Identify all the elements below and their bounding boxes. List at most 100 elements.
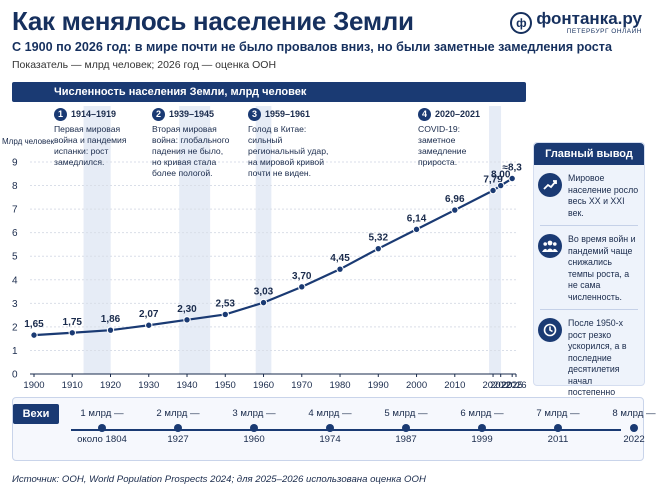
milestone-dot xyxy=(174,424,182,432)
highlight-band xyxy=(179,106,211,374)
data-point xyxy=(489,186,497,195)
x-tick-label: 1980 xyxy=(329,380,350,391)
milestone-year: 1974 xyxy=(319,434,341,445)
side-panel-title: Главный вывод xyxy=(534,143,644,165)
side-item-text: Во время войн и пандемий чаще снижались … xyxy=(568,234,636,302)
x-tick-label: 1960 xyxy=(253,380,274,391)
data-point xyxy=(221,310,229,319)
x-tick-label: 1910 xyxy=(62,380,83,391)
x-tick-label: 2010 xyxy=(444,380,465,391)
y-tick-label: 2 xyxy=(12,322,18,333)
side-item: Во время войн и пандемий чаще снижались … xyxy=(534,226,644,303)
data-label: 2,07 xyxy=(139,309,159,320)
x-tick-label: 2026 xyxy=(505,380,526,391)
y-tick-label: 9 xyxy=(12,158,18,169)
logo-sub: ПЕТЕРБУРГ ОНЛАЙН xyxy=(566,28,642,35)
y-tick-label: 0 xyxy=(12,370,18,381)
people-icon xyxy=(538,234,562,258)
data-label: ≈8,3 xyxy=(502,162,522,173)
y-tick-label: 4 xyxy=(12,275,18,286)
side-item: Мировое население росло весь XX и XXI ве… xyxy=(534,165,644,219)
data-label: 3,03 xyxy=(254,287,274,298)
milestone-dot xyxy=(250,424,258,432)
milestone-year: около 1804 xyxy=(77,434,127,445)
event-4: 4 2020–2021 COVID-19: заметное замедление… xyxy=(418,108,498,168)
milestone-item: 4 млрд — 1974 xyxy=(293,408,367,445)
data-point xyxy=(508,174,516,183)
highlight-band xyxy=(255,106,272,374)
milestones-strip: Вехи 1 млрд — около 1804 2 млрд — 1927 3 млр… xyxy=(12,397,656,461)
logo: ф фонтанка.ру ПЕТЕРБУРГ ОНЛАЙН xyxy=(510,10,642,35)
event-text: Первая мировая война и пандемия испанки:… xyxy=(54,124,127,167)
data-label: 1,86 xyxy=(101,314,121,325)
milestone-value: 6 млрд — xyxy=(460,408,504,419)
milestone-year: 1927 xyxy=(167,434,189,445)
chart-banner: Численность населения Земли, млрд челове… xyxy=(12,82,526,102)
milestone-item: 8 млрд — 2022 xyxy=(597,408,656,445)
clock-icon xyxy=(538,318,562,342)
x-tick-label: 1950 xyxy=(215,380,236,391)
data-point xyxy=(374,244,382,253)
milestone-value: 2 млрд — xyxy=(156,408,200,419)
event-number: 2 xyxy=(152,108,165,121)
x-tick-label: 1930 xyxy=(138,380,159,391)
milestone-year: 2011 xyxy=(547,434,569,445)
page-note: Показатель — млрд человек; 2026 год — оц… xyxy=(12,59,277,71)
milestone-year: 2022 xyxy=(623,434,645,445)
y-tick-label: 1 xyxy=(12,346,18,357)
data-label: 7,79 xyxy=(483,175,503,186)
event-period: 1959–1961 xyxy=(265,109,311,119)
data-label: 1,75 xyxy=(63,317,83,328)
event-period: 2020–2021 xyxy=(435,109,481,119)
milestone-year: 1999 xyxy=(471,434,493,445)
data-point xyxy=(145,321,153,329)
data-label: 3,70 xyxy=(292,271,312,282)
y-tick-label: 8 xyxy=(12,181,18,192)
event-period: 1939–1945 xyxy=(169,109,215,119)
data-label: 4,45 xyxy=(330,253,350,264)
source-note: Источник: ООН, World Population Prospect… xyxy=(12,474,426,485)
page-subtitle: С 1900 по 2026 год: в мире почти не было… xyxy=(12,40,612,54)
milestone-item: 2 млрд — 1927 xyxy=(141,408,215,445)
data-point xyxy=(336,265,344,273)
milestone-dot xyxy=(98,424,106,432)
trend-up-icon xyxy=(538,173,562,197)
event-text: Голод в Китае: сильный региональный удар… xyxy=(248,124,329,178)
data-point xyxy=(30,331,38,339)
y-tick-label: 7 xyxy=(12,205,18,216)
milestone-dot xyxy=(554,424,562,432)
milestones-line xyxy=(71,429,621,431)
data-point xyxy=(259,298,268,307)
divider xyxy=(540,225,638,226)
x-tick-label: 2020 xyxy=(482,380,503,391)
y-axis-label: Млрд человек xyxy=(2,137,55,146)
milestone-year: 1987 xyxy=(395,434,417,445)
event-2: 2 1939–1945 Вторая мировая война: глобаль… xyxy=(152,108,232,179)
event-text: Вторая мировая война: глобального падени… xyxy=(152,124,230,178)
data-point xyxy=(451,206,459,214)
side-item-text: Мировое население росло весь XX и XXI ве… xyxy=(568,173,639,218)
milestone-value: 5 млрд — xyxy=(384,408,428,419)
logo-name: фонтанка.ру xyxy=(536,9,642,28)
y-tick-label: 3 xyxy=(12,299,18,310)
data-label: 6,96 xyxy=(445,194,465,205)
milestone-value: 1 млрд — xyxy=(80,408,124,419)
milestone-dot xyxy=(630,424,638,432)
data-point xyxy=(183,316,191,324)
x-tick-label: 1990 xyxy=(368,380,389,391)
event-period: 1914–1919 xyxy=(71,109,117,119)
y-tick-label: 5 xyxy=(12,252,18,263)
population-chart: 0 1 2 3 4 5 6 7 8 9 Млрд человек 1900 1910 1920 1930 19… xyxy=(2,106,527,391)
data-label: 6,14 xyxy=(407,213,427,224)
event-3: 3 1959–1961 Голод в Китае: сильный регион… xyxy=(248,108,334,179)
x-tick-label: 2000 xyxy=(406,380,427,391)
side-panel: Главный вывод Мировое население росло ве… xyxy=(533,142,645,409)
data-label: 2,30 xyxy=(177,304,197,315)
x-tick-label: 2022 xyxy=(490,380,511,391)
event-1: 1 1914–1919 Первая мировая война и пандем… xyxy=(54,108,144,168)
data-point xyxy=(68,329,76,337)
logo-mark-icon: ф xyxy=(510,12,533,34)
data-point xyxy=(496,181,505,190)
milestone-dot xyxy=(402,424,410,432)
event-number: 4 xyxy=(418,108,431,121)
